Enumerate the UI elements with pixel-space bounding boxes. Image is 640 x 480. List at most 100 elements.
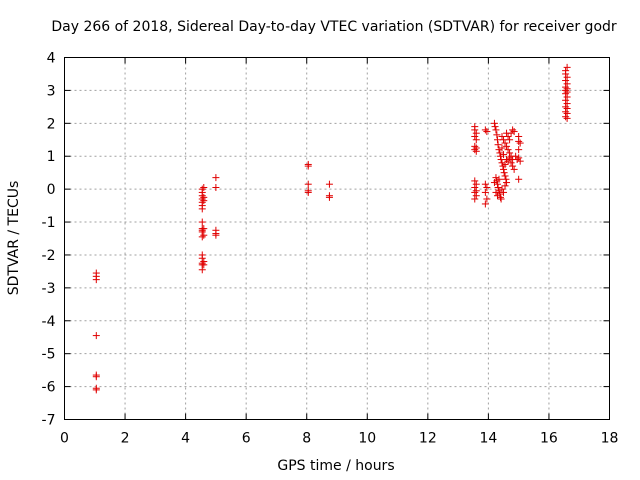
data-point (92, 386, 100, 394)
data-point (492, 174, 500, 182)
data-point (515, 146, 523, 154)
data-point (198, 205, 206, 213)
data-point (506, 136, 514, 144)
data-point (563, 63, 571, 71)
x-axis-tick-labels: 0 2 4 6 8 10 12 14 16 18 (60, 431, 618, 447)
data-point (562, 113, 570, 121)
data-point (481, 200, 489, 208)
data-point (516, 139, 524, 147)
data-point (500, 188, 508, 196)
data-point (495, 175, 503, 183)
data-point (493, 192, 501, 200)
x-tick-label: 8 (302, 431, 311, 447)
data-point (472, 147, 480, 155)
data-point (304, 180, 312, 188)
data-point (512, 152, 520, 160)
data-point (498, 144, 506, 152)
x-tick-label: 16 (540, 431, 558, 447)
y-tick-label: 1 (47, 149, 56, 165)
data-point (507, 129, 515, 137)
data-point (490, 119, 498, 127)
data-point (503, 179, 511, 187)
data-point (497, 152, 504, 160)
x-tick-label: 6 (242, 431, 251, 447)
x-tick-label: 12 (419, 431, 437, 447)
plot-frame (64, 57, 610, 420)
y-tick-label: -2 (42, 248, 56, 264)
data-point (212, 174, 220, 182)
data-point (471, 195, 479, 203)
data-point (471, 132, 479, 140)
data-point (304, 188, 312, 196)
data-point (501, 182, 509, 190)
data-point (562, 77, 570, 85)
data-point (562, 90, 570, 98)
chart-title: Day 266 of 2018, Sidereal Day-to-day VTE… (51, 19, 617, 35)
y-tick-label: 0 (47, 182, 56, 198)
x-tick-label: 14 (479, 431, 497, 447)
y-axis-tick-labels: -7 -6 -5 -4 -3 -2 -1 0 1 2 3 4 (42, 51, 56, 429)
data-point (497, 193, 504, 201)
data-point (198, 233, 206, 241)
data-point (200, 231, 208, 239)
x-tick-label: 2 (121, 431, 130, 447)
data-point (304, 162, 312, 170)
data-point (471, 146, 479, 154)
data-point (481, 180, 489, 188)
data-point (92, 276, 100, 284)
data-point (498, 159, 506, 167)
data-point (494, 141, 502, 149)
data-point (490, 179, 498, 187)
data-points (92, 63, 571, 394)
data-point (200, 183, 208, 191)
data-point (504, 146, 512, 154)
data-point (496, 149, 504, 157)
data-point (497, 195, 505, 203)
data-point (501, 172, 509, 180)
x-axis-label: GPS time / hours (277, 458, 394, 474)
data-point (562, 70, 570, 78)
data-point (493, 180, 501, 188)
data-point (92, 332, 100, 340)
data-point (495, 187, 503, 195)
data-point (500, 165, 508, 173)
data-point (503, 156, 511, 164)
data-point (198, 266, 206, 274)
data-point (212, 183, 220, 191)
x-tick-label: 4 (181, 431, 190, 447)
x-tick-label: 18 (601, 431, 619, 447)
data-point (483, 183, 491, 191)
data-point (562, 96, 570, 104)
data-point (515, 154, 523, 162)
x-tick-label: 10 (358, 431, 376, 447)
data-point (492, 188, 500, 196)
y-tick-label: -3 (42, 281, 56, 297)
data-point (563, 114, 571, 122)
data-point (472, 129, 480, 137)
data-point (563, 73, 571, 81)
data-point (472, 192, 480, 200)
data-point (493, 136, 501, 144)
data-point (500, 151, 508, 159)
y-tick-label: 4 (47, 51, 56, 67)
data-point (501, 139, 509, 147)
data-point (501, 160, 509, 168)
data-point (494, 183, 502, 191)
data-point (471, 177, 479, 185)
data-point (198, 218, 206, 226)
data-point (506, 154, 514, 162)
data-point (325, 180, 333, 188)
data-point (471, 188, 479, 196)
y-tick-label: -5 (42, 347, 56, 363)
data-point (481, 188, 489, 196)
x-tick-label: 0 (60, 431, 69, 447)
data-point (500, 136, 508, 144)
y-tick-label: -6 (42, 380, 56, 396)
data-point (92, 373, 100, 381)
data-point (491, 123, 499, 131)
grid-lines (64, 57, 610, 420)
y-axis-label: SDTVAR / TECUs (6, 181, 22, 296)
y-tick-label: -1 (42, 215, 56, 231)
data-point (515, 137, 523, 145)
